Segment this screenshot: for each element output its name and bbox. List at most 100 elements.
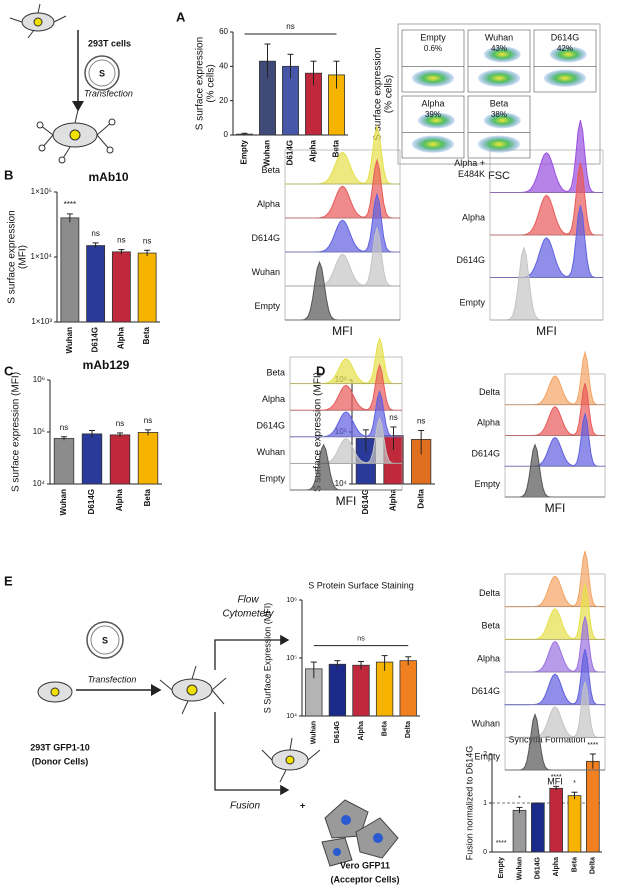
step-label: Transfection (88, 674, 137, 684)
chart-title: mAb129 (83, 358, 130, 372)
x-axis-label: MFI (545, 501, 566, 515)
x-tick-label: Delta (405, 721, 412, 738)
chart-title: Syncytia Formation (508, 734, 585, 744)
cell-cloud (477, 69, 521, 87)
cell-cloud (483, 46, 521, 63)
plus-sign: + (300, 800, 305, 810)
x-tick-label: Alpha (389, 488, 398, 511)
x-tick-label: Alpha (115, 488, 124, 511)
row-label: Alpha (262, 394, 285, 404)
y-axis-label: S surface expression (7, 210, 18, 303)
row-label: Alpha (257, 199, 280, 209)
cell-cloud (411, 135, 455, 153)
y-tick-label: 10⁴ (286, 713, 297, 720)
x-tick-label: Alpha (309, 139, 318, 162)
histogram (504, 550, 606, 608)
x-tick-label: Wuhan (263, 140, 272, 167)
bar (567, 795, 582, 853)
bar (86, 245, 106, 323)
y-tick-label: 40 (219, 61, 228, 70)
chart-title: mAb10 (88, 170, 128, 184)
panel-label: E (4, 573, 13, 588)
chart-title: S Protein Surface Staining (308, 580, 414, 590)
significance-label: ns (144, 416, 152, 425)
gate-name: Wuhan (485, 32, 513, 42)
y-axis-label: S surface expression (MFI) (313, 372, 324, 492)
x-tick-label: D614G (334, 720, 341, 743)
row-label: Alpha + (454, 158, 485, 168)
step-label: Transfection (84, 88, 133, 98)
x-tick-label: Wuhan (59, 489, 68, 516)
bar (352, 664, 370, 717)
y-axis-label: S surface expression (373, 47, 384, 140)
bar (549, 787, 563, 853)
y-tick-label: 20 (219, 96, 228, 105)
row-label: Empty (474, 479, 500, 489)
cell-label: 293T cells (88, 38, 131, 48)
panel-label: D (316, 363, 325, 378)
x-tick-label: Delta (590, 857, 597, 874)
acceptor-label: Vero GFP11 (340, 860, 390, 870)
x-axis-label: MFI (336, 494, 357, 508)
bar (60, 217, 80, 323)
y-tick-label: 1 (483, 800, 487, 807)
plot-frame (397, 23, 601, 165)
significance-label: ns (417, 417, 425, 426)
gate-name: D614G (551, 32, 580, 42)
row-label: Empty (474, 751, 500, 761)
significance-label: ns (143, 236, 151, 245)
x-axis-label: MFI (332, 324, 353, 338)
significance-label: **** (496, 840, 507, 847)
gate-percent: 39% (425, 110, 441, 119)
x-tick-label: Beta (143, 488, 152, 506)
row-label: E484K (458, 169, 485, 179)
y-axis-label: (% cells) (206, 64, 217, 102)
significance-label: **** (64, 200, 76, 209)
plasmid-label: S (99, 68, 105, 78)
significance-label: ns (60, 423, 68, 432)
row-label: Alpha (477, 653, 500, 663)
cell-cloud (483, 112, 521, 129)
y-axis-label: Fusion normalized to D614G (464, 746, 474, 861)
significance-label: **** (551, 774, 562, 781)
row-label: Empty (459, 297, 485, 307)
row-label: D614G (456, 255, 485, 265)
donor-label: (Donor Cells) (32, 756, 89, 766)
row-label: Empty (254, 301, 280, 311)
significance-label: ns (389, 413, 397, 422)
y-axis-label: (% cells) (384, 75, 395, 113)
cell-cloud (417, 112, 455, 129)
bar (81, 433, 103, 485)
row-label: Alpha (477, 418, 500, 428)
x-tick-label: Wuhan (65, 327, 74, 354)
y-tick-label: 0 (224, 130, 229, 139)
x-tick-label: D614G (361, 489, 370, 514)
panel-label: B (4, 167, 13, 182)
gate-name: Beta (490, 98, 509, 108)
cell-cloud (477, 135, 521, 153)
x-tick-label: D614G (87, 489, 96, 514)
bar (53, 438, 75, 485)
row-label: Beta (261, 165, 280, 175)
x-tick-label: D614G (91, 327, 100, 352)
x-tick-label: Alpha (358, 721, 365, 741)
histogram (290, 336, 402, 385)
cell-cloud (549, 46, 587, 63)
diagram-top: 293T cells S Transfection (9, 3, 133, 164)
gate-percent: 43% (491, 44, 507, 53)
significance-label: * (518, 795, 521, 802)
bar (531, 802, 545, 853)
row-label: D614G (471, 448, 500, 458)
gate-name: Empty (420, 32, 446, 42)
y-axis-label: (MFI) (18, 245, 29, 269)
bar (399, 660, 417, 717)
x-tick-label: Beta (142, 326, 151, 344)
y-axis-label: S surface expression (195, 37, 206, 130)
y-tick-label: 10⁴ (335, 479, 348, 488)
gate-percent: 0.6% (424, 44, 442, 53)
panel-label: C (4, 363, 14, 378)
panel-label: A (176, 9, 186, 24)
x-tick-label: D614G (286, 140, 295, 165)
acceptor-label: (Acceptor Cells) (330, 874, 399, 884)
